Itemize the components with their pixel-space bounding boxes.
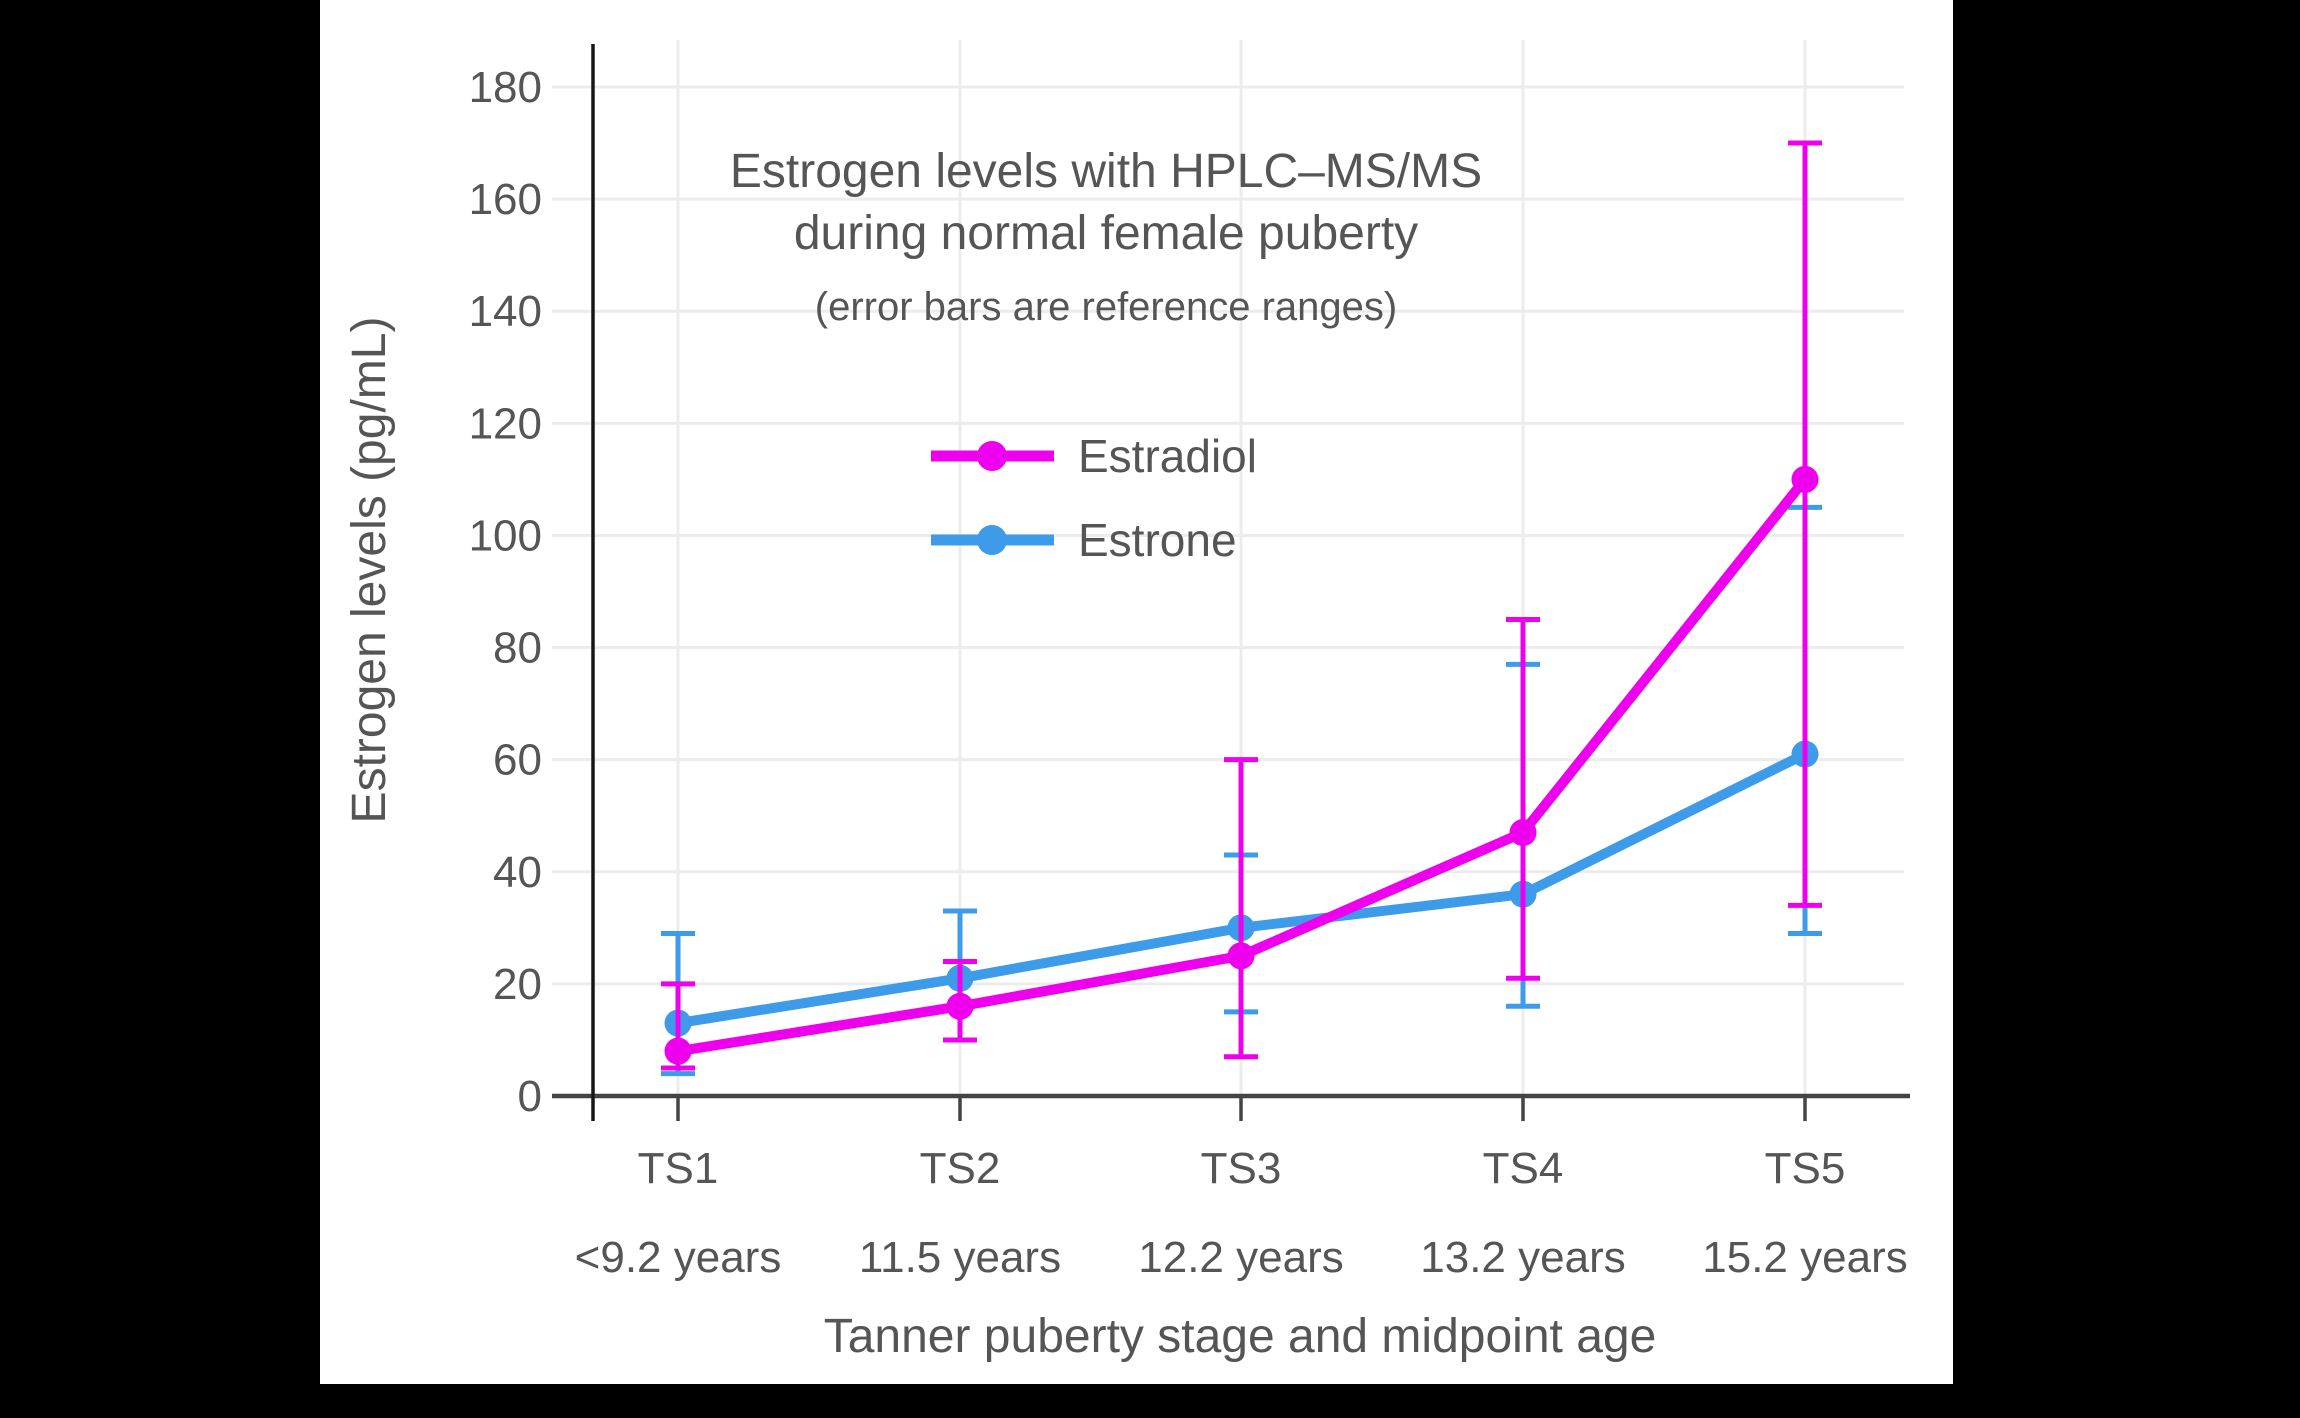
legend-estradiol-label: Estradiol (1078, 430, 1257, 482)
y-tick-label-0: 0 (518, 1072, 542, 1121)
tick-label-layer: 0 20 40 60 80 100 120 140 160 180 TS1 <9.2 years TS2… (469, 63, 1908, 1282)
category-age-label-TS2: 11.5 years (859, 1233, 1061, 1282)
chart-subtitle: (error bars are reference ranges) (815, 285, 1397, 329)
category-label-TS1: TS1 (638, 1144, 719, 1193)
y-tick-label-60: 60 (493, 736, 542, 785)
category-age-label-TS3: 12.2 years (1138, 1233, 1343, 1282)
legend: Estradiol Estrone (931, 430, 1257, 566)
y-tick-label-180: 180 (469, 63, 542, 112)
y-tick-label-140: 140 (469, 287, 542, 336)
category-label-TS2: TS2 (920, 1144, 1001, 1193)
estrogen-puberty-chart: 0 20 40 60 80 100 120 140 160 180 TS1 <9.2 years TS2… (343, 40, 1910, 1363)
category-age-label-TS1: <9.2 years (575, 1233, 782, 1282)
y-axis-title: Estrogen levels (pg/mL) (343, 317, 396, 824)
grid-layer (552, 40, 1904, 1096)
chart-title-line1: Estrogen levels with HPLC–MS/MS (730, 145, 1482, 198)
series-estradiol-marker-TS3 (1227, 942, 1255, 970)
chart-canvas: 0 20 40 60 80 100 120 140 160 180 TS1 <9.2 years TS2… (320, 0, 1953, 1384)
x-axis-title: Tanner puberty stage and midpoint age (824, 1310, 1657, 1363)
errorbar-estradiol-TS4 (1506, 617, 1540, 981)
y-tick-label-120: 120 (469, 399, 542, 448)
category-age-label-TS5: 15.2 years (1702, 1233, 1907, 1282)
errorbar-estradiol-TS5 (1788, 140, 1822, 908)
chart-title-line2: during normal female puberty (794, 207, 1418, 260)
errorbar-estradiol-TS3 (1224, 757, 1258, 1060)
y-tick-label-40: 40 (493, 848, 542, 897)
y-tick-label-20: 20 (493, 960, 542, 1009)
series-estradiol-marker-TS4 (1509, 819, 1537, 847)
category-label-TS3: TS3 (1201, 1144, 1282, 1193)
series-estradiol-marker-TS2 (946, 992, 974, 1020)
axis-layer (552, 44, 1910, 1121)
category-age-label-TS4: 13.2 years (1420, 1233, 1625, 1282)
legend-estrone-label: Estrone (1078, 514, 1237, 566)
series-estradiol-marker-TS1 (664, 1037, 692, 1065)
y-tick-label-160: 160 (469, 175, 542, 224)
y-tick-label-100: 100 (469, 511, 542, 560)
y-tick-label-80: 80 (493, 624, 542, 673)
legend-estrone-marker (977, 525, 1007, 555)
series-estradiol-marker-TS5 (1791, 465, 1819, 493)
category-label-TS5: TS5 (1765, 1144, 1846, 1193)
series-layer (661, 140, 1822, 1077)
category-label-TS4: TS4 (1483, 1144, 1564, 1193)
legend-estradiol-marker (977, 441, 1007, 471)
